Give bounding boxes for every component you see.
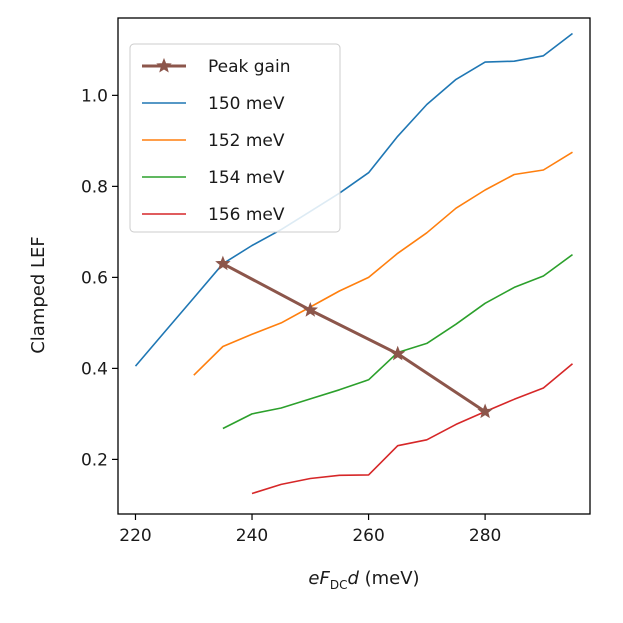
y-tick-label: 0.8	[81, 177, 108, 197]
y-tick-label: 1.0	[81, 86, 108, 106]
data-point-peak-gain	[215, 255, 231, 271]
data-point-peak-gain	[302, 302, 319, 317]
series-line-peak-gain	[222, 262, 486, 413]
series-line-154-mev	[222, 253, 573, 430]
legend-box	[129, 43, 341, 233]
x-axis-label-subscript: DC	[330, 578, 348, 592]
series-line-150-mev	[134, 32, 573, 367]
legend: Peak gain 150 meV 152 meV 154 meV 156 meV	[129, 43, 341, 233]
x-axis-label-prefix: eF	[308, 568, 330, 589]
plot-area	[134, 32, 574, 495]
legend-label: 150 meV	[208, 94, 285, 114]
y-tick-label: 0.2	[81, 450, 108, 470]
axes-frame	[117, 17, 591, 515]
x-axis-label-variable: d	[347, 568, 359, 589]
legend-label: 152 meV	[208, 131, 285, 151]
legend-star-icon	[156, 57, 172, 73]
x-axis-label-unit: (meV)	[359, 568, 420, 589]
data-point-peak-gain	[477, 403, 493, 419]
legend-label: 156 meV	[208, 205, 285, 225]
legend-label: 154 meV	[208, 168, 285, 188]
y-tick-label: 0.6	[81, 268, 108, 288]
y-tick-label: 0.4	[81, 359, 108, 379]
x-tick-label: 280	[469, 526, 501, 546]
legend-label: Peak gain	[208, 57, 290, 77]
series-line-156-mev	[251, 363, 574, 495]
series-line-152-mev	[193, 151, 573, 376]
y-axis-label: Clamped LEF	[28, 236, 49, 354]
data-point-peak-gain	[389, 345, 406, 361]
x-tick-label: 260	[352, 526, 384, 546]
x-tick-label: 240	[236, 526, 268, 546]
x-axis-label: eFDCd (meV)	[308, 568, 419, 592]
x-tick-label: 220	[119, 526, 151, 546]
axis-ticks: 220 240 260 280 0.2 0.4 0.6 0.8 1.0	[81, 86, 501, 546]
